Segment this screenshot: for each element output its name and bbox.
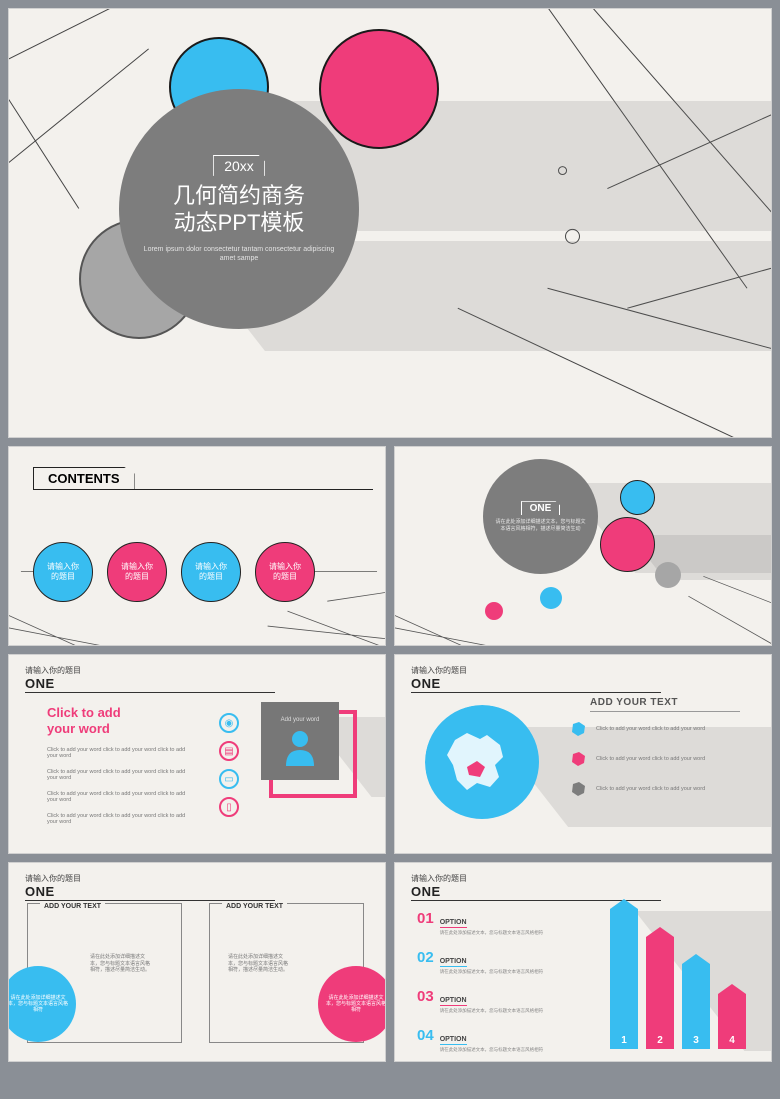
- slide-two-boxes: 请输入你的题目 ONE ADD YOUR TEXT 请在此处添加详细描述文本，您与…: [8, 862, 386, 1062]
- content-dot: 请输入你的题目: [33, 542, 93, 602]
- option-label: OPTION: [440, 997, 467, 1006]
- option-item: 01 OPTION 请在此处添加描述文本，您与标题文本语言风格相符: [417, 911, 543, 936]
- bullet-text: Click to add your word click to add your…: [47, 813, 197, 825]
- region-icon: [570, 750, 588, 768]
- region-icon: [570, 720, 588, 738]
- box-circle: 请在此处添加详细描述文本，您与标题文本语言风格相符: [318, 966, 386, 1042]
- main-title: 几何简约商务动态PPT模板: [173, 182, 305, 237]
- bullet-text: Click to add your word click to add your…: [47, 769, 197, 781]
- text-box: ADD YOUR TEXT 请在此处添加详细描述文本，您与标题文本语言风格相符，描…: [27, 903, 182, 1043]
- year-tag: 20xx: [213, 155, 265, 176]
- one-sub: 请在此处添加详细描述文本，您与标题文本语言风格相符，描述尽量简洁生动: [495, 519, 586, 532]
- option-num: 02: [417, 950, 434, 965]
- slide-click-add: 请输入你的题目 ONE Click to addyour word Click …: [8, 654, 386, 854]
- option-num: 01: [417, 911, 434, 926]
- click-add-title: Click to addyour word: [47, 705, 121, 736]
- option-desc: 请在此处添加描述文本，您与标题文本语言风格相符: [440, 969, 544, 975]
- content-dot: 请输入你的题目: [255, 542, 315, 602]
- bar-num: 1: [610, 1035, 638, 1046]
- slide-contents: CONTENTS 请输入你的题目请输入你的题目请输入你的题目请输入你的题目: [8, 446, 386, 646]
- map-item-text: Click to add your word click to add your…: [596, 726, 705, 733]
- small-icon: ◉: [219, 713, 239, 733]
- option-num: 04: [417, 1028, 434, 1043]
- map-item-text: Click to add your word click to add your…: [596, 756, 705, 763]
- box-tab: ADD YOUR TEXT: [222, 903, 287, 910]
- bar: 4: [718, 994, 746, 1049]
- dot-pink: [600, 517, 655, 572]
- box-desc: 请在此处添加详细描述文本，您与标题文本语言风格相符，描述尽量简洁生动。: [228, 954, 290, 974]
- contents-items: 请输入你的题目请输入你的题目请输入你的题目请输入你的题目: [33, 542, 315, 602]
- bar-num: 3: [682, 1035, 710, 1046]
- option-item: 03 OPTION 请在此处添加描述文本，您与标题文本语言风格相符: [417, 989, 543, 1014]
- icon-column: ◉ ▤ ▭ ▯: [219, 713, 239, 817]
- bar-chart: 1234: [610, 909, 746, 1049]
- globe-map: [425, 705, 540, 820]
- bullet-text: Click to add your word click to add your…: [47, 747, 197, 759]
- option-item: 02 OPTION 请在此处添加描述文本，您与标题文本语言风格相符: [417, 950, 543, 975]
- add-text-heading: ADD YOUR TEXT: [590, 697, 678, 708]
- slide-map: 请输入你的题目 ONE ADD YOUR TEXT Click to add y…: [394, 654, 772, 854]
- dot-gray: [655, 562, 681, 588]
- slide-header: 请输入你的题目 ONE: [25, 665, 275, 693]
- bar: 3: [682, 964, 710, 1049]
- slide-header: 请输入你的题目 ONE: [411, 873, 661, 901]
- slide-header: 请输入你的题目 ONE: [411, 665, 661, 693]
- person-icon: [280, 726, 320, 766]
- content-dot: 请输入你的题目: [181, 542, 241, 602]
- dot-blue-small: [540, 587, 562, 609]
- box-desc: 请在此处添加详细描述文本，您与标题文本语言风格相符，描述尽量简洁生动。: [90, 954, 152, 974]
- map-item: Click to add your word click to add your…: [570, 720, 705, 738]
- title-circle: 20xx 几何简约商务动态PPT模板 Lorem ipsum dolor con…: [119, 89, 359, 329]
- region-icon: [570, 780, 588, 798]
- content-dot: 请输入你的题目: [107, 542, 167, 602]
- option-list: 01 OPTION 请在此处添加描述文本，您与标题文本语言风格相符 02 OPTION 请…: [417, 911, 543, 1053]
- box-circle: 请在此处添加详细描述文本，您与标题文本语言风格相符: [8, 966, 76, 1042]
- option-label: OPTION: [440, 958, 467, 967]
- small-icon: ▯: [219, 797, 239, 817]
- one-circle: ONE 请在此处添加详细描述文本，您与标题文本语言风格相符，描述尽量简洁生动: [483, 459, 598, 574]
- option-desc: 请在此处添加描述文本，您与标题文本语言风格相符: [440, 1047, 544, 1053]
- slide-title: 20xx 几何简约商务动态PPT模板 Lorem ipsum dolor con…: [8, 8, 772, 438]
- map-item-text: Click to add your word click to add your…: [596, 786, 705, 793]
- subtitle: Lorem ipsum dolor consectetur tantam con…: [141, 245, 337, 263]
- option-desc: 请在此处添加描述文本，您与标题文本语言风格相符: [440, 1008, 544, 1014]
- option-num: 03: [417, 989, 434, 1004]
- option-label: OPTION: [440, 919, 467, 928]
- slide-header: 请输入你的题目 ONE: [25, 873, 275, 901]
- map-item: Click to add your word click to add your…: [570, 780, 705, 798]
- bar-num: 2: [646, 1035, 674, 1046]
- bar-num: 4: [718, 1035, 746, 1046]
- bar: 1: [610, 909, 638, 1049]
- map-item: Click to add your word click to add your…: [570, 750, 705, 768]
- bullets: Click to add your word click to add your…: [47, 747, 197, 825]
- dot-blue: [620, 480, 655, 515]
- option-label: OPTION: [440, 1036, 467, 1045]
- photo-placeholder: Add your word: [261, 702, 339, 780]
- text-box: ADD YOUR TEXT 请在此处添加详细描述文本，您与标题文本语言风格相符，描…: [209, 903, 364, 1043]
- contents-heading: CONTENTS: [33, 467, 135, 489]
- bullet-text: Click to add your word click to add your…: [47, 791, 197, 803]
- slide-options-bars: 请输入你的题目 ONE 01 OPTION 请在此处添加描述文本，您与标题文本语言风…: [394, 862, 772, 1062]
- dot-pink-small: [485, 602, 503, 620]
- circle-pink: [319, 29, 439, 149]
- option-item: 04 OPTION 请在此处添加描述文本，您与标题文本语言风格相符: [417, 1028, 543, 1053]
- bar: 2: [646, 937, 674, 1049]
- slide-section-one: ONE 请在此处添加详细描述文本，您与标题文本语言风格相符，描述尽量简洁生动: [394, 446, 772, 646]
- small-icon: ▭: [219, 769, 239, 789]
- map-list: Click to add your word click to add your…: [570, 720, 705, 798]
- box-tab: ADD YOUR TEXT: [40, 903, 105, 910]
- small-icon: ▤: [219, 741, 239, 761]
- one-heading: ONE: [521, 501, 561, 515]
- option-desc: 请在此处添加描述文本，您与标题文本语言风格相符: [440, 930, 544, 936]
